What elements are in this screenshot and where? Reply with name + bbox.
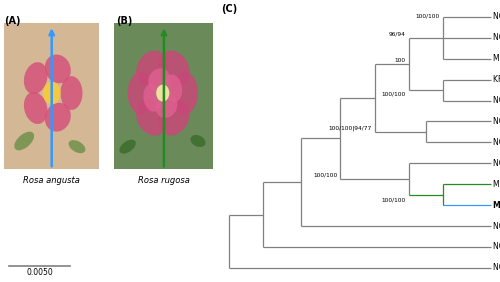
Ellipse shape: [120, 140, 136, 154]
Text: 100/100: 100/100: [314, 173, 338, 178]
Text: NC 038102: NC 038102: [493, 96, 500, 105]
Text: NC 014697: NC 014697: [493, 263, 500, 272]
Text: NC 042194: NC 042194: [493, 117, 500, 126]
Bar: [114, 23, 214, 169]
Ellipse shape: [148, 68, 170, 91]
Ellipse shape: [60, 76, 82, 110]
Text: MK986659: MK986659: [493, 180, 500, 189]
Text: 100/100: 100/100: [382, 92, 406, 96]
Text: NC 041210: NC 041210: [493, 222, 500, 231]
Ellipse shape: [24, 62, 48, 94]
Text: KF753637: KF753637: [493, 75, 500, 84]
Ellipse shape: [24, 92, 48, 124]
Ellipse shape: [136, 100, 168, 136]
Ellipse shape: [144, 84, 162, 112]
Text: 100/100: 100/100: [382, 197, 406, 202]
Ellipse shape: [190, 135, 206, 147]
Text: 100: 100: [395, 58, 406, 63]
Text: (A): (A): [4, 16, 21, 25]
Ellipse shape: [164, 74, 182, 102]
Ellipse shape: [68, 140, 86, 153]
Text: 96/94: 96/94: [389, 31, 406, 36]
Ellipse shape: [156, 95, 178, 118]
Text: 100/100|94/77: 100/100|94/77: [328, 125, 372, 131]
Text: NC 037492: NC 037492: [493, 159, 500, 168]
Ellipse shape: [45, 54, 71, 83]
Ellipse shape: [158, 100, 190, 136]
Text: MG727863: MG727863: [493, 54, 500, 63]
Ellipse shape: [45, 103, 71, 132]
Bar: [114, 23, 214, 169]
Text: NC 032038: NC 032038: [493, 138, 500, 147]
Text: Rosa rugosa: Rosa rugosa: [138, 176, 190, 185]
Text: 0.0050: 0.0050: [26, 268, 53, 277]
Text: Rosa angusta: Rosa angusta: [24, 176, 80, 185]
Ellipse shape: [172, 72, 198, 114]
Circle shape: [156, 85, 170, 102]
Text: NC 039989: NC 039989: [493, 33, 500, 42]
Text: MK947051: MK947051: [493, 201, 500, 210]
Text: NC 040960: NC 040960: [493, 12, 500, 21]
Ellipse shape: [14, 132, 34, 150]
Ellipse shape: [136, 50, 168, 87]
Circle shape: [43, 82, 60, 104]
Bar: [4, 23, 99, 169]
Text: (C): (C): [220, 4, 237, 14]
Text: NC 039704: NC 039704: [493, 243, 500, 252]
Ellipse shape: [158, 50, 190, 87]
Bar: [4, 23, 99, 169]
Text: 100/100: 100/100: [416, 13, 440, 18]
Text: (B): (B): [116, 16, 133, 25]
Ellipse shape: [128, 72, 154, 114]
